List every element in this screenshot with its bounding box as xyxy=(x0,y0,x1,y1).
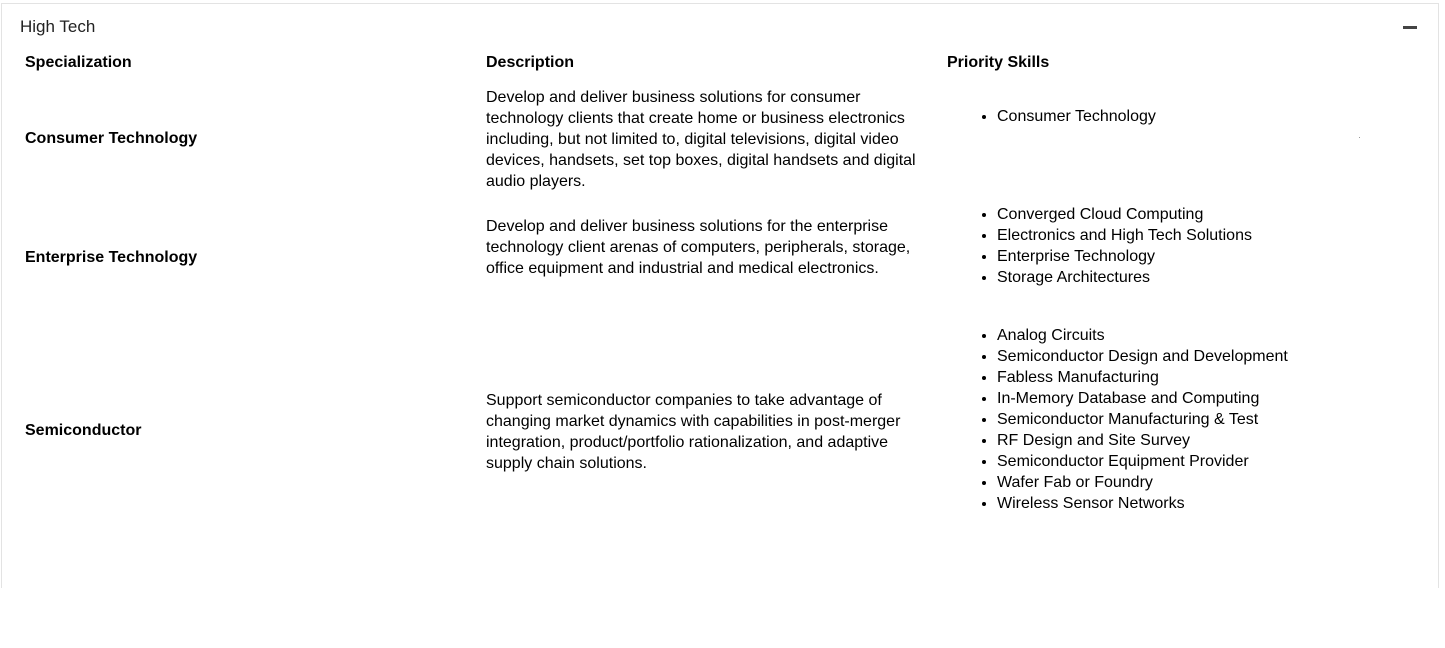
skill-item: Fabless Manufacturing xyxy=(997,367,1288,388)
priority-skills-header: Priority Skills xyxy=(947,54,1050,71)
specialization-enterprise-technology: Enterprise Technology xyxy=(25,249,198,266)
specialization-consumer-technology: Consumer Technology xyxy=(25,130,198,147)
divider xyxy=(1359,137,1360,138)
description-consumer-technology: Develop and deliver business solutions f… xyxy=(486,89,916,190)
skills-list-enterprise-technology: Converged Cloud Computing Electronics an… xyxy=(951,204,1252,288)
description-enterprise-technology: Develop and deliver business solutions f… xyxy=(486,218,911,277)
skill-item: Converged Cloud Computing xyxy=(997,204,1252,225)
skill-item: Electronics and High Tech Solutions xyxy=(997,225,1252,246)
skill-item: Semiconductor Design and Development xyxy=(997,346,1288,367)
skill-item: Semiconductor Equipment Provider xyxy=(997,451,1288,472)
specialization-header: Specialization xyxy=(25,54,132,71)
high-tech-panel: High Tech xyxy=(1,3,1439,588)
skill-item: Wafer Fab or Foundry xyxy=(997,472,1288,493)
specialization-semiconductor: Semiconductor xyxy=(25,422,142,439)
skill-item: Analog Circuits xyxy=(997,325,1288,346)
skill-item: RF Design and Site Survey xyxy=(997,430,1288,451)
skill-item: Wireless Sensor Networks xyxy=(997,493,1288,514)
skill-item: Enterprise Technology xyxy=(997,246,1252,267)
skill-item: Semiconductor Manufacturing & Test xyxy=(997,409,1288,430)
skill-item: Consumer Technology xyxy=(997,106,1156,127)
collapse-icon[interactable] xyxy=(1401,17,1421,37)
skill-item: Storage Architectures xyxy=(997,267,1252,288)
skills-list-consumer-technology: Consumer Technology xyxy=(951,106,1156,127)
skills-list-semiconductor: Analog Circuits Semiconductor Design and… xyxy=(951,325,1288,514)
description-semiconductor: Support semiconductor companies to take … xyxy=(486,392,901,472)
skill-item: In-Memory Database and Computing xyxy=(997,388,1288,409)
section-title[interactable]: High Tech xyxy=(20,17,96,36)
description-header: Description xyxy=(486,54,575,71)
minus-icon xyxy=(1403,26,1417,29)
